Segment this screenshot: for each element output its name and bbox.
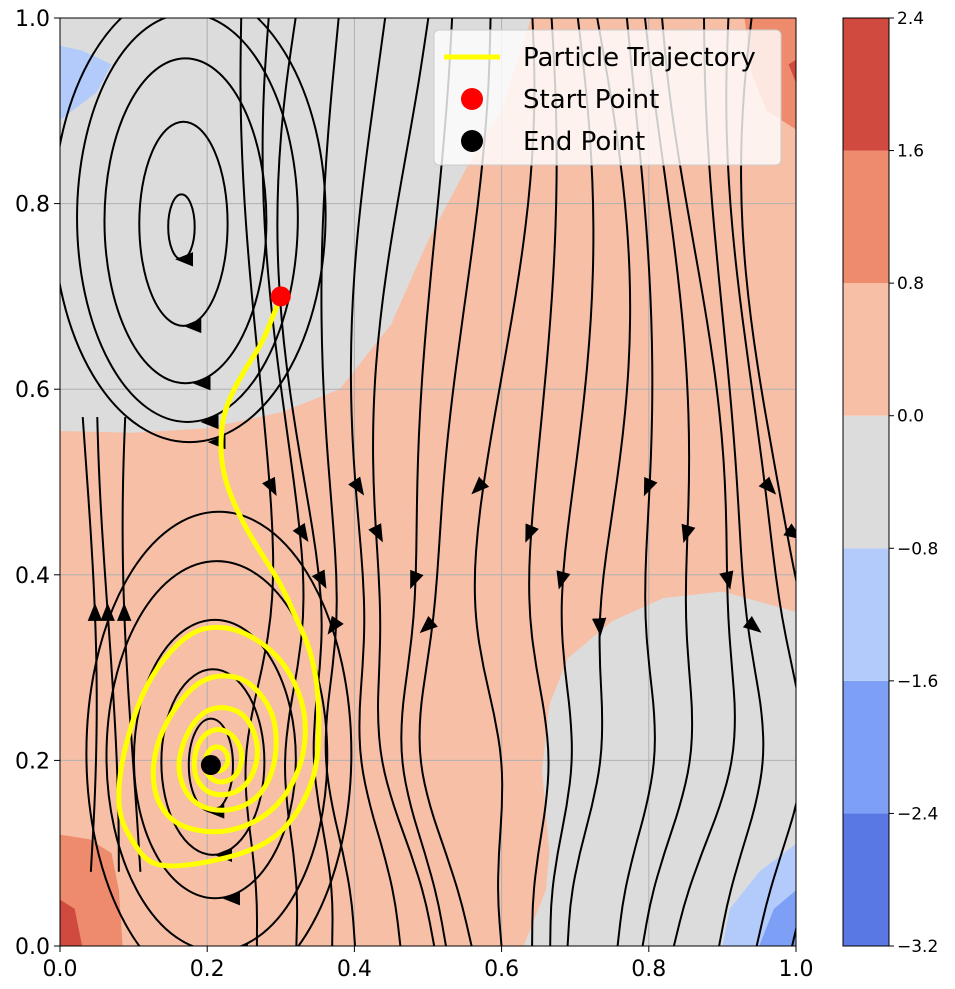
x-tick-label: 0.0 bbox=[43, 957, 78, 982]
streamline bbox=[703, 18, 765, 946]
particle-trajectory bbox=[116, 293, 322, 869]
legend-label: Particle Trajectory bbox=[523, 43, 756, 73]
streamline-arrow bbox=[719, 570, 734, 590]
streamline-arrow bbox=[292, 522, 309, 542]
streamline-arrow bbox=[262, 476, 277, 497]
colorbar-tick-label: −1.6 bbox=[897, 672, 938, 692]
streamline bbox=[566, 18, 632, 946]
streamline-arrow bbox=[742, 615, 762, 633]
streamline-arrow bbox=[368, 523, 383, 543]
colorbar-tick-label: 2.4 bbox=[897, 9, 924, 29]
axes-frame bbox=[59, 17, 797, 947]
streamline-arrow bbox=[525, 523, 539, 543]
colorbar-tick-label: 1.6 bbox=[897, 142, 924, 162]
x-axis: 0.0 0.2 0.4 0.6 0.8 1.0 bbox=[43, 946, 814, 982]
y-tick-label: 0.4 bbox=[15, 564, 50, 589]
streamline bbox=[661, 18, 736, 946]
colorbar-band bbox=[843, 813, 889, 946]
colorbar-frame bbox=[842, 17, 890, 947]
x-tick-label: 0.2 bbox=[190, 957, 225, 982]
contour-region bbox=[759, 890, 796, 946]
legend-marker-icon bbox=[461, 88, 483, 110]
streamline-loop bbox=[132, 618, 297, 900]
y-tick-label: 0.6 bbox=[15, 378, 50, 403]
streamline-arrow bbox=[327, 615, 344, 635]
colorbar-tick-label: −2.4 bbox=[897, 804, 938, 824]
streamline-arrow bbox=[410, 569, 424, 590]
streamline-arrow bbox=[471, 476, 490, 495]
colorbar-tick-label: −3.2 bbox=[897, 937, 938, 957]
legend-label: Start Point bbox=[523, 85, 659, 115]
streamline-arrow bbox=[419, 615, 438, 634]
streamline bbox=[418, 18, 492, 946]
streamline bbox=[121, 416, 142, 872]
streamline-loop bbox=[85, 510, 353, 946]
streamline bbox=[81, 416, 98, 872]
colorbar-tick-label: 0.8 bbox=[897, 274, 924, 294]
contour-region bbox=[60, 45, 112, 121]
streamline-arrow bbox=[758, 476, 777, 495]
streamline-loop bbox=[105, 560, 329, 946]
streamline bbox=[528, 18, 558, 946]
x-tick-label: 0.8 bbox=[631, 957, 666, 982]
x-tick-label: 0.6 bbox=[484, 957, 519, 982]
y-axis: 0.0 0.2 0.4 0.6 0.8 1.0 bbox=[15, 7, 60, 960]
colorbar-band bbox=[843, 283, 889, 416]
contour-fill-layer bbox=[60, 18, 796, 946]
legend-label: End Point bbox=[523, 127, 645, 157]
streamline bbox=[740, 18, 796, 946]
colorbar: −3.2 −2.4 −1.6 −0.8 0.0 0.8 1.6 2.4 bbox=[842, 9, 938, 957]
legend-box bbox=[433, 29, 782, 166]
streamline bbox=[549, 18, 595, 946]
y-tick-label: 1.0 bbox=[15, 7, 50, 32]
y-tick-label: 0.0 bbox=[15, 935, 50, 960]
streamline-loop bbox=[103, 57, 268, 385]
streamline bbox=[372, 18, 436, 946]
streamline-loop bbox=[160, 668, 266, 856]
contour-region bbox=[788, 59, 796, 83]
y-tick-label: 0.2 bbox=[15, 749, 50, 774]
streamline-loop bbox=[60, 18, 327, 444]
start-point bbox=[270, 286, 291, 307]
legend-marker-icon bbox=[461, 130, 483, 152]
colorbar-band bbox=[843, 150, 889, 284]
streamline bbox=[320, 18, 356, 946]
end-point bbox=[200, 755, 221, 776]
streamline bbox=[276, 18, 334, 946]
colorbar-band bbox=[843, 415, 889, 549]
streamline-arrow bbox=[681, 523, 696, 544]
streamline bbox=[641, 18, 694, 946]
streamline-arrow bbox=[311, 569, 327, 589]
y-tick-label: 0.8 bbox=[15, 193, 50, 218]
streamline bbox=[400, 18, 454, 946]
streamline bbox=[261, 18, 305, 946]
colorbar-band bbox=[843, 548, 889, 681]
colorbar-tick-label: −0.8 bbox=[897, 539, 938, 559]
trajectory-layer bbox=[116, 286, 322, 869]
x-tick-label: 0.4 bbox=[337, 957, 372, 982]
colorbar-band bbox=[843, 18, 889, 151]
streamline-loop bbox=[76, 18, 299, 423]
colorbar-band bbox=[843, 680, 889, 814]
x-tick-label: 1.0 bbox=[779, 957, 814, 982]
streamlines-layer bbox=[60, 18, 796, 946]
plot-area bbox=[60, 18, 796, 946]
streamline-arrow bbox=[643, 476, 658, 497]
colorbar-tick-label: 0.0 bbox=[897, 407, 924, 427]
contour-region bbox=[523, 591, 796, 946]
streamline-arrow bbox=[348, 476, 365, 496]
streamline-arrow bbox=[783, 523, 796, 540]
streamline-arrow bbox=[556, 570, 571, 590]
legend: Particle Trajectory Start Point End Point bbox=[433, 29, 782, 166]
contour-region bbox=[60, 899, 83, 946]
